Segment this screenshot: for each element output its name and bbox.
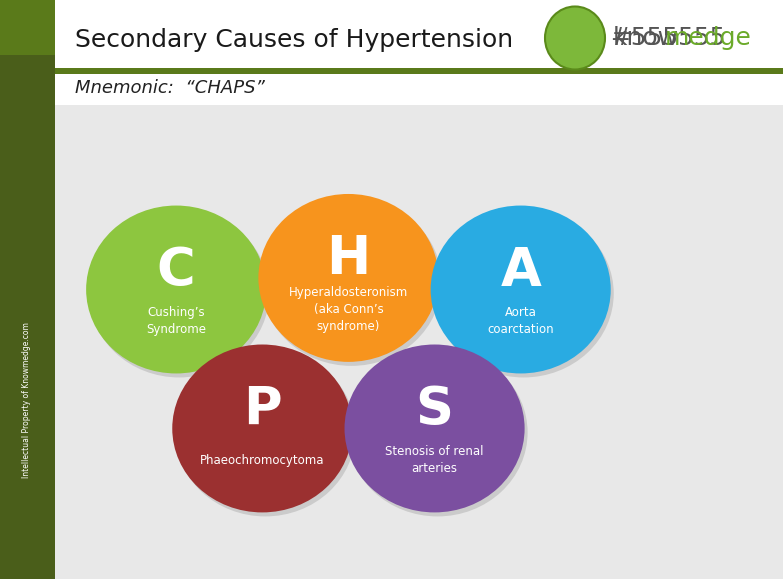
- Text: Aorta
coarctation: Aorta coarctation: [487, 306, 554, 336]
- Ellipse shape: [86, 206, 266, 373]
- Ellipse shape: [262, 198, 442, 366]
- Ellipse shape: [431, 206, 611, 373]
- Text: Phaeochromocytoma: Phaeochromocytoma: [200, 454, 325, 467]
- Text: A: A: [500, 245, 541, 297]
- Text: medge: medge: [665, 26, 752, 50]
- Text: Intellectual Property of Knowmedge.com: Intellectual Property of Knowmedge.com: [23, 322, 31, 478]
- Text: know: know: [613, 26, 679, 50]
- Ellipse shape: [545, 6, 605, 69]
- Ellipse shape: [348, 349, 528, 516]
- Bar: [55, 68, 783, 74]
- Bar: [0, 0, 55, 579]
- Text: C: C: [157, 245, 196, 297]
- Ellipse shape: [345, 345, 525, 512]
- Text: Hyperaldosteronism
(aka Conn’s
syndrome): Hyperaldosteronism (aka Conn’s syndrome): [289, 287, 408, 334]
- Text: P: P: [243, 384, 282, 436]
- Text: Cushing’s
Syndrome: Cushing’s Syndrome: [146, 306, 206, 336]
- Ellipse shape: [434, 210, 614, 378]
- Bar: [0, 0, 55, 55]
- Text: Mnemonic:  “CHAPS”: Mnemonic: “CHAPS”: [75, 79, 265, 97]
- Ellipse shape: [258, 194, 438, 362]
- Bar: [55, 0, 783, 105]
- Text: S: S: [416, 384, 453, 436]
- Text: Secondary Causes of Hypertension: Secondary Causes of Hypertension: [75, 28, 513, 52]
- Ellipse shape: [172, 345, 352, 512]
- Text: H: H: [327, 233, 370, 285]
- Ellipse shape: [175, 349, 355, 516]
- Text: #555555: #555555: [610, 26, 725, 50]
- Ellipse shape: [89, 210, 269, 378]
- Text: Stenosis of renal
arteries: Stenosis of renal arteries: [385, 445, 484, 475]
